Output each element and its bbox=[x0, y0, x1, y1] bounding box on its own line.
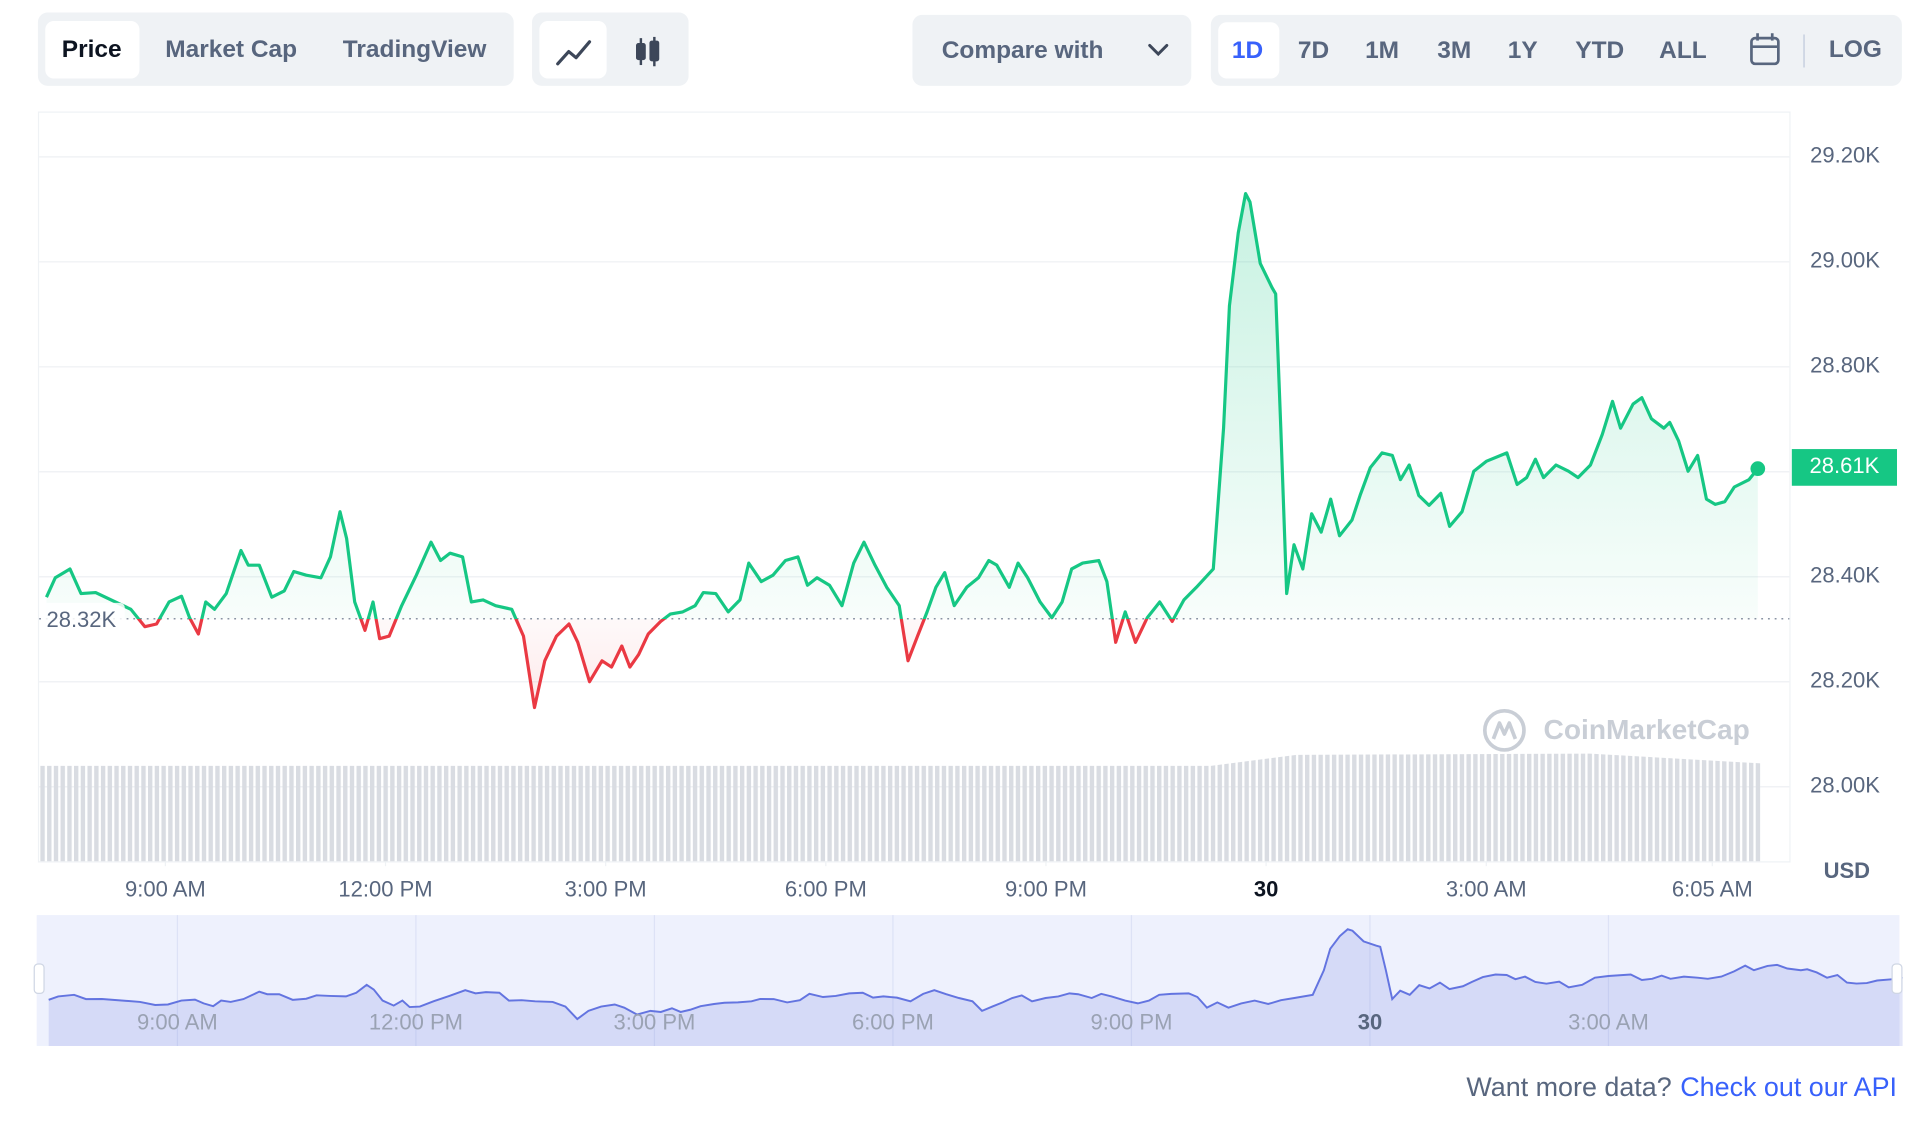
y-tick-label: 29.00K bbox=[1810, 248, 1880, 273]
range-button[interactable]: 3M bbox=[1437, 37, 1471, 64]
range-button[interactable]: 1M bbox=[1365, 37, 1399, 64]
last-point bbox=[1750, 461, 1766, 476]
x-tick-label: 12:00 PM bbox=[338, 876, 432, 901]
compare-label: Compare with bbox=[942, 37, 1104, 64]
x-tick-label: 9:00 PM bbox=[1005, 876, 1087, 901]
tab-group bbox=[37, 12, 514, 86]
navigator-tick-label: 12:00 PM bbox=[369, 1010, 463, 1035]
navigator-tick-label: 6:00 PM bbox=[852, 1010, 934, 1035]
current-price-label: 28.61K bbox=[1810, 453, 1880, 478]
y-tick-label: 28.80K bbox=[1810, 353, 1880, 378]
navigator-line bbox=[48, 928, 1903, 1021]
range-active bbox=[1218, 22, 1280, 79]
x-tick-label: 6:05 AM bbox=[1672, 876, 1753, 901]
y-tick-label: 28.20K bbox=[1810, 668, 1880, 693]
navigator-area bbox=[48, 929, 1903, 1046]
navigator-layer: 9:00 AM 12:00 PM 3:00 PM 6:00 PM 9:00 PM 30 3:… bbox=[48, 915, 1903, 1046]
range-button[interactable]: 1Y bbox=[1508, 37, 1538, 64]
navigator-tick-label: 3:00 PM bbox=[613, 1010, 695, 1035]
x-tick-label: 30 bbox=[1254, 876, 1278, 901]
log-button[interactable]: LOG bbox=[1829, 36, 1882, 63]
watermark: CoinMarketCap bbox=[1482, 708, 1750, 752]
tab[interactable]: TradingView bbox=[343, 36, 488, 63]
tab[interactable]: Price bbox=[62, 36, 122, 63]
navigator-tick-label: 3:00 AM bbox=[1568, 1010, 1649, 1035]
range-button[interactable]: 1D bbox=[1232, 37, 1263, 64]
y-tick-label: 28.40K bbox=[1810, 563, 1880, 588]
x-tick-label: 3:00 AM bbox=[1446, 876, 1527, 901]
navigator-tick-label: 30 bbox=[1358, 1010, 1382, 1035]
x-tick-label: 3:00 PM bbox=[565, 876, 647, 901]
footer: Want more data? Check out our API bbox=[1466, 1072, 1897, 1102]
current-price-bg bbox=[1791, 449, 1897, 486]
watermark-text: CoinMarketCap bbox=[1544, 714, 1750, 745]
chevron bbox=[1148, 44, 1169, 57]
range-button[interactable]: YTD bbox=[1575, 37, 1624, 64]
navigator-handle[interactable] bbox=[33, 963, 45, 994]
calendar-button[interactable] bbox=[1750, 33, 1780, 66]
currency-label: USD bbox=[1824, 858, 1870, 883]
x-tick-label: 6:00 PM bbox=[785, 876, 867, 901]
range-button[interactable]: 7D bbox=[1298, 37, 1329, 64]
price-line bbox=[45, 191, 1760, 710]
candle-button[interactable] bbox=[636, 36, 660, 67]
navigator-tick-label: 9:00 AM bbox=[137, 1010, 218, 1035]
y-tick-label: 28.00K bbox=[1810, 773, 1880, 798]
footer-prompt: Want more data? bbox=[1466, 1072, 1671, 1102]
navigator-tick-label: 9:00 PM bbox=[1090, 1010, 1172, 1035]
tab[interactable]: Market Cap bbox=[165, 36, 297, 63]
compare-dropdown[interactable] bbox=[912, 14, 1192, 86]
line-icon bbox=[556, 40, 592, 66]
line-button[interactable] bbox=[539, 21, 607, 79]
price-layer: 28.00K28.20K28.40K28.60K28.80K29.00K29.2… bbox=[39, 143, 1897, 901]
range-group bbox=[1210, 14, 1902, 86]
baseline-label: 28.32K bbox=[46, 607, 116, 632]
baseline-label-bg bbox=[41, 602, 125, 635]
x-tick-label: 9:00 AM bbox=[125, 876, 206, 901]
navigator-handle[interactable] bbox=[1891, 963, 1903, 994]
range-button[interactable]: ALL bbox=[1659, 37, 1707, 64]
volume-bars bbox=[39, 753, 1762, 862]
y-tick-label: 29.20K bbox=[1810, 143, 1880, 168]
api-link[interactable]: Check out our API bbox=[1680, 1072, 1897, 1102]
tab-active bbox=[45, 21, 140, 79]
price-area bbox=[46, 193, 1758, 708]
